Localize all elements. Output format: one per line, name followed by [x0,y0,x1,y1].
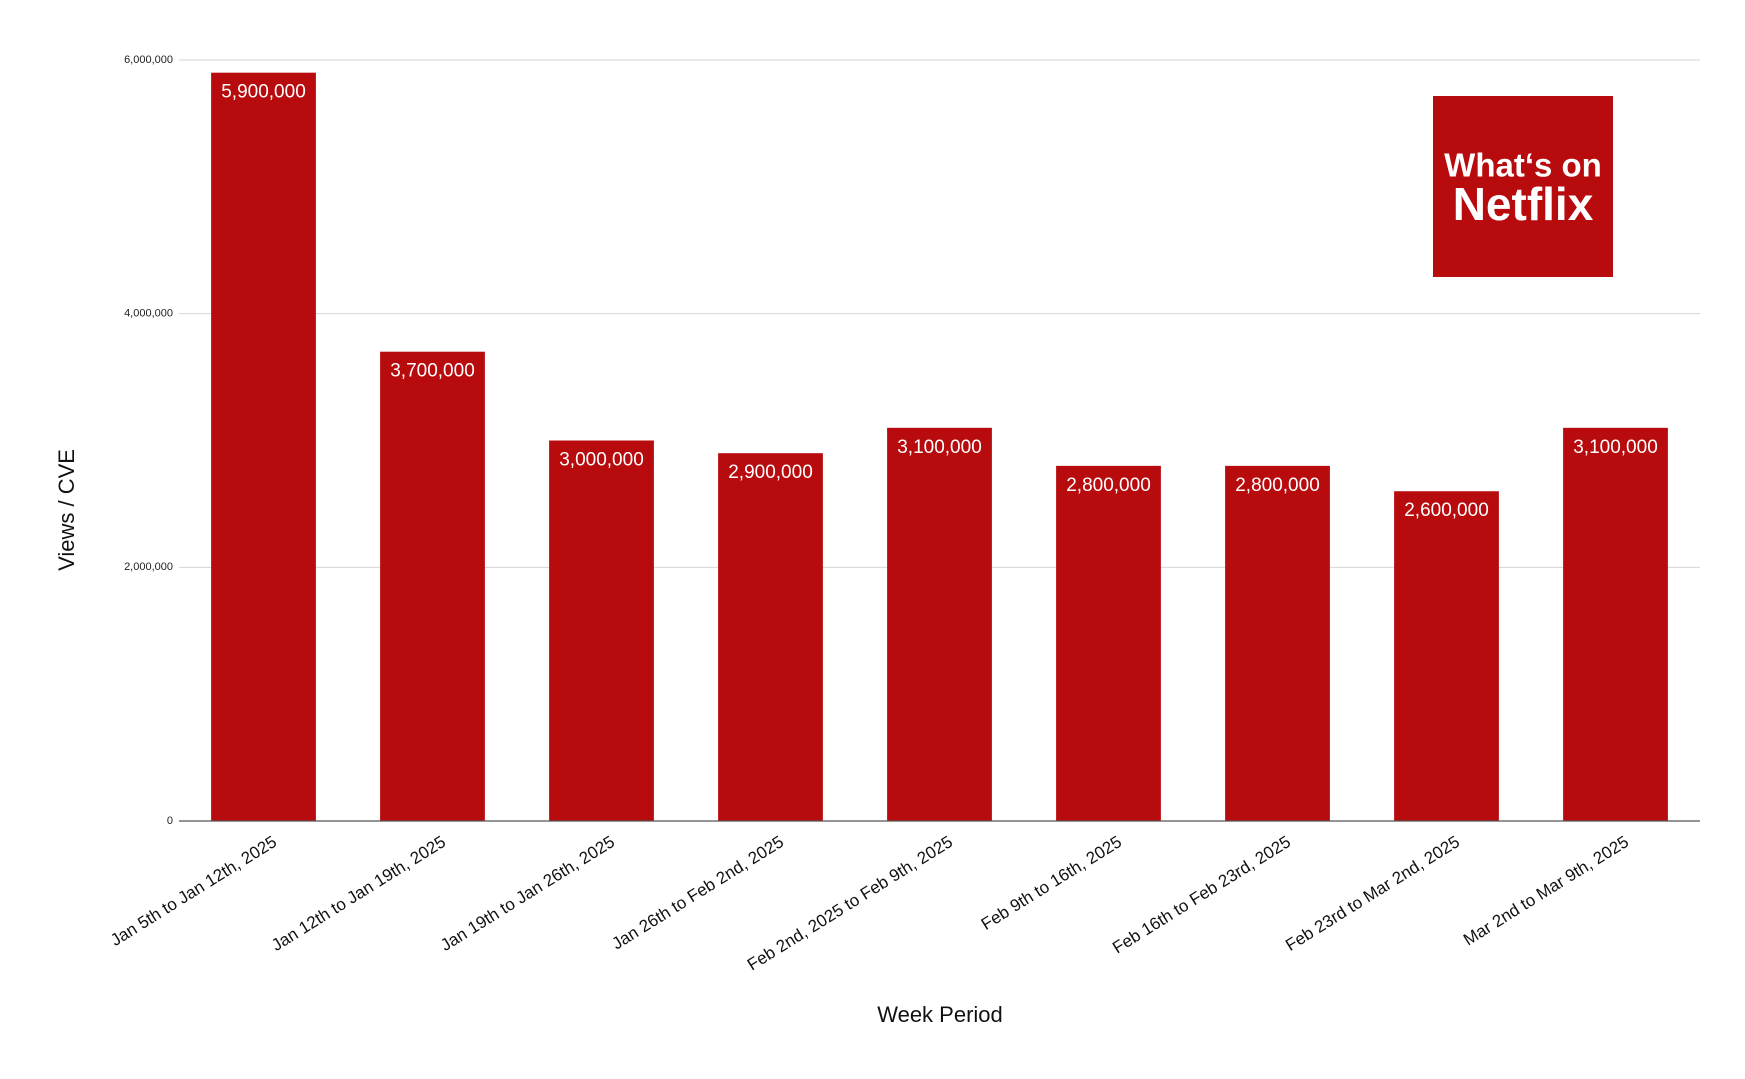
x-tick-label: Jan 19th to Jan 26th, 2025 [437,832,618,955]
logo-box [1433,96,1613,277]
x-axis-label: Week Period [877,1002,1003,1027]
y-tick-label: 4,000,000 [124,308,173,320]
bar [1225,465,1330,821]
y-tick-label: 0 [167,815,173,827]
data-label: 3,100,000 [1573,437,1658,458]
x-tick-label: Feb 16th to Feb 23rd, 2025 [1109,832,1294,957]
x-tick-label: Feb 9th to 16th, 2025 [978,832,1125,934]
x-tick-label: Mar 2nd to Mar 9th, 2025 [1460,832,1632,949]
data-label: 2,600,000 [1404,500,1489,521]
logo-text: Netflix [1453,178,1594,230]
y-tick-label: 2,000,000 [124,561,173,573]
data-label: 2,800,000 [1235,475,1320,496]
bar [887,427,992,821]
x-tick-label: Jan 12th to Jan 19th, 2025 [268,832,449,955]
y-tick-label: 6,000,000 [124,54,173,66]
x-tick-label: Jan 26th to Feb 2nd, 2025 [609,832,787,953]
bar [380,351,485,821]
data-label: 5,900,000 [221,82,306,103]
data-label: 2,800,000 [1066,475,1151,496]
data-label: 3,100,000 [897,437,982,458]
x-tick-label: Jan 5th to Jan 12th, 2025 [107,832,280,950]
logo-text: What‘s on [1444,147,1602,184]
bar [211,72,316,821]
bar [1394,491,1499,821]
x-tick-label: Feb 23rd to Mar 2nd, 2025 [1282,832,1463,955]
data-label: 2,900,000 [728,462,813,483]
data-label: 3,700,000 [390,361,475,382]
bar [718,453,823,821]
bar [1563,427,1668,821]
data-label: 3,000,000 [559,450,644,471]
bar [1056,465,1161,821]
bar [549,440,654,821]
y-axis-label: Views / CVE [54,449,79,571]
